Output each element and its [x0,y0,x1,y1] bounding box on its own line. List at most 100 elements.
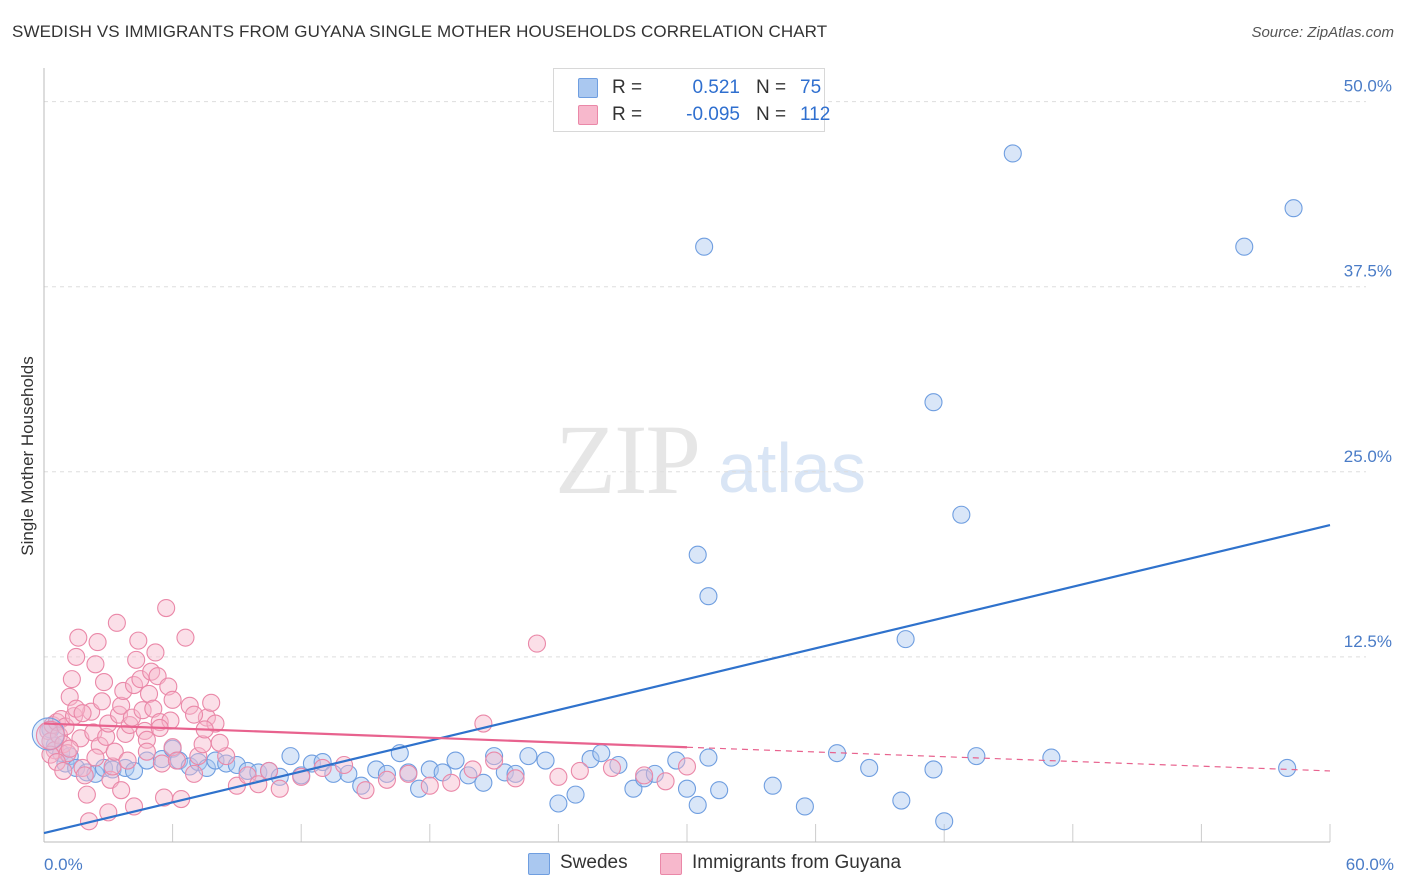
swedes-point [1284,199,1303,218]
guyana-point [549,767,568,786]
swedes-point [474,773,493,792]
swedes-point [710,781,729,800]
legend-swatch-swedes [578,78,598,98]
guyana-point [656,772,675,791]
guyana-point [131,670,150,689]
guyana-point [356,781,375,800]
x-tick-label: 60.0% [1346,855,1394,874]
swedes-point [892,791,911,810]
guyana-point [92,692,111,711]
swedes-point [281,747,300,766]
grid [44,101,1366,658]
chart-title: SWEDISH VS IMMIGRANTS FROM GUYANA SINGLE… [12,22,828,41]
swedes-point [763,776,782,795]
swedes-point [860,758,879,778]
guyana-point [677,757,697,776]
legend-n-label: N = [756,77,787,98]
guyana-point [167,751,186,770]
guyana-point [157,598,176,618]
guyana-point [86,748,105,767]
guyana-point [202,693,221,712]
data-points [31,144,1303,831]
guyana-point [75,766,94,785]
swedes-point [581,750,600,769]
swedes-point [699,748,718,767]
guyana-point [377,770,396,789]
guyana-point [176,628,195,647]
bottom-legend-label: Swedes [560,852,628,873]
legend-r-label: R = [612,77,643,98]
y-tick-label: 37.5% [1344,262,1392,281]
guyana-point [67,647,86,666]
guyana-point [159,677,178,696]
legend-r-value: 0.521 [692,77,740,98]
guyana-point [54,761,73,780]
tick-labels: 12.5% 25.0% 37.5% 50.0% 0.0% 60.0% [44,77,1394,874]
trend-lines [43,524,1331,835]
swedes-point [206,751,225,770]
guyana-point [570,761,589,780]
guyana-point [69,628,88,647]
guyana-point [107,613,126,632]
swedes-point [699,587,718,606]
guyana-point [184,705,204,724]
swedes-point [410,779,429,798]
axes [43,68,1331,843]
guyana-point [442,773,461,792]
guyana-point [463,760,482,779]
guyana-point [146,643,165,662]
guyana-point [527,634,547,653]
guyana-point [88,633,107,652]
source-label: Source: ZipAtlas.com [1251,24,1394,41]
swedes-point [549,794,568,813]
guyana-point [112,781,131,800]
y-tick-label: 50.0% [1344,77,1392,96]
swedes-trend-line [43,524,1331,835]
y-tick-label: 12.5% [1344,632,1392,651]
swedes-point [667,751,686,770]
guyana-point [602,758,622,778]
guyana-point [420,776,439,795]
swedes-point [935,812,954,831]
swedes-point [377,764,396,783]
guyana-point [112,696,131,715]
bottom-legend-swatch-guyana [660,853,682,875]
guyana-point [270,779,289,798]
guyana-point [94,673,114,692]
guyana-point [118,751,137,770]
guyana-point [60,739,79,758]
swedes-point [1278,758,1297,778]
x-tick-label: 0.0% [44,855,83,874]
swedes-point [896,630,915,649]
swedes-point [446,751,465,770]
guyana-point [73,758,92,778]
legend-r-label: R = [612,104,643,125]
guyana-trend-extension [686,746,1331,772]
guyana-point [180,696,199,715]
legend-n-value: 112 [800,104,831,125]
swedes-point [688,545,707,564]
guyana-point [193,735,212,754]
swedes-point [566,785,585,804]
guyana-point [485,751,504,770]
guyana-point [163,690,182,709]
y-tick-label: 25.0% [1344,447,1392,466]
correlation-legend: R = 0.521 N = 75 R = -0.095 N = 112 [553,68,830,132]
guyana-point [97,727,116,746]
guyana-point [152,754,171,773]
legend-r-value: -0.095 [686,104,740,125]
swedes-point [924,760,943,779]
swedes-point [967,747,986,766]
guyana-point [103,757,122,776]
swedes-point [324,764,343,783]
swedes-point [506,764,525,783]
guyana-point [35,720,65,750]
guyana-point [41,745,60,764]
legend-swatch-guyana [578,105,598,125]
guyana-point [210,733,229,752]
bottom-legend-label: Immigrants from Guyana [692,852,902,873]
guyana-point [506,769,525,788]
swedes-point [519,747,538,766]
guyana-point [635,766,654,785]
